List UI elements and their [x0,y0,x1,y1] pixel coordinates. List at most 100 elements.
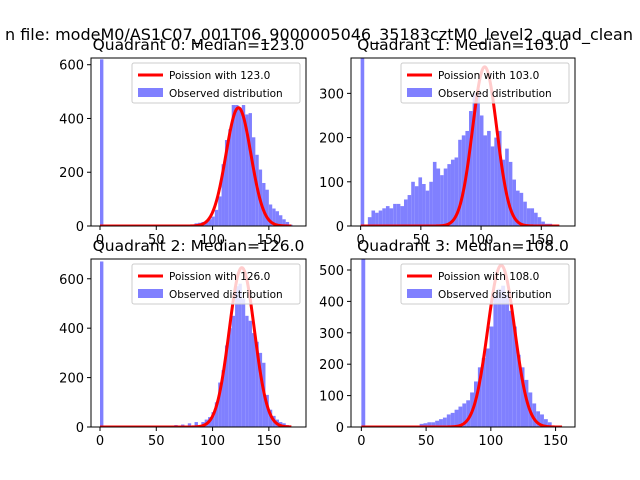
hist-bar [501,285,506,427]
legend-fit-label: Poission with 108.0 [438,271,539,283]
y-tick-label: 400 [319,295,344,310]
axes-frame-3 [350,258,576,428]
hist-bar [485,348,490,427]
hist-bar [218,382,222,427]
hist-bar [512,326,517,427]
hist-bar [465,130,470,226]
legend-fit-label: Poission with 103.0 [438,70,539,82]
hist-bar [454,409,459,427]
legend-hist-label: Observed distribution [438,289,552,301]
legend-fit-label: Poission with 123.0 [169,70,270,82]
hist-bar [238,283,242,427]
hist-bar [446,414,451,427]
x-tick-label: 50 [148,233,165,248]
hist-bar [520,367,525,427]
x-tick-label: 50 [418,434,435,449]
x-tick-label: 100 [200,233,225,248]
y-tick-label: 600 [59,59,84,74]
hist-bar [436,168,441,226]
x-tick-label: 100 [200,434,225,449]
legend-hist-label: Observed distribution [169,289,283,301]
hist-bar [235,105,239,226]
hist-bar [526,208,531,226]
plot-area-3 [360,259,563,427]
hist-bar [427,422,432,427]
hist-bar [494,137,498,226]
hist-bar [423,423,428,427]
hist-bar [208,219,212,226]
legend-0: Poission with 123.0 Observed distribution [131,62,301,104]
hist-bar [530,208,535,226]
subplot-quadrant-0: 0 50 100 150 0 200 400 600 Quadrant 0: Median=12… [59,36,307,248]
x-tick-label: 50 [148,434,165,449]
hist-bar [450,159,455,226]
y-tick-label: 100 [319,176,344,191]
subplot-title: Quadrant 2: Median=126.0 [93,237,305,255]
hist-bar [523,201,527,226]
hist-bar [248,113,252,226]
hist-bar [458,139,462,226]
legend-box [131,62,301,104]
y-tick-label: 0 [336,220,344,235]
hist-bar [442,417,447,427]
hist-bar [425,190,430,226]
hist-bar [505,148,509,226]
y-tick-label: 200 [59,372,84,387]
x-tick-label: 150 [529,233,554,248]
hist-bar [278,215,283,226]
hist-bar [385,206,390,226]
hist-bar [245,315,249,427]
axes-frame-2 [90,258,307,428]
hist-bar [400,206,404,226]
axes-frame-1 [350,57,576,227]
hist-bar [469,111,473,226]
y-tick-label: 500 [319,264,344,279]
hist-bar [450,412,455,427]
hist-bar [508,161,513,226]
hist-bar [536,411,541,427]
hist-bar [497,130,502,226]
hist-bar [228,129,232,226]
y-tick-label: 300 [319,327,344,342]
hist-bar [487,130,491,226]
hist-bar [532,403,537,427]
hist-bar [541,221,545,226]
y-tick-label: 200 [59,166,84,181]
x-tick-label: 50 [413,233,430,248]
hist-bar [375,212,379,226]
hist-bar [435,420,440,427]
hist-bar [432,161,437,226]
x-tick-label: 0 [357,434,365,449]
hist-bar [251,333,256,427]
hist-bar [224,139,229,226]
hist-bar [238,107,242,226]
hist-bar [547,422,552,427]
subplot-title: Quadrant 0: Median=123.0 [93,36,305,54]
hist-bar [490,146,495,226]
hist-bar [477,367,482,427]
hist-bar [100,59,104,226]
hist-bar [462,403,467,427]
hist-bar [429,181,433,226]
legend-hist-label: Observed distribution [169,88,283,100]
legend-3: Poission with 108.0 Observed distribution [400,263,570,305]
subplot-quadrant-1: 0 50 100 150 0 100 200 300 Quadrant 1: Median=10… [319,36,576,248]
hist-bar [235,286,239,427]
legend-1: Poission with 103.0 Observed distribution [400,62,570,104]
hist-bar [361,259,366,427]
legend-hist-swatch [138,289,163,298]
hist-bar [275,211,279,226]
subplot-title: Quadrant 1: Median=103.0 [357,36,569,54]
y-tick-label: 0 [76,220,84,235]
x-tick-label: 150 [543,434,568,449]
legend-box [400,62,570,104]
hist-bar [476,88,480,226]
hist-bar [194,422,198,427]
hist-bar [221,164,225,226]
hist-bar [214,402,219,427]
hist-bar [241,105,246,226]
hist-bar [458,406,463,427]
y-tick-label: 0 [336,421,344,436]
fit-curve [360,263,563,427]
